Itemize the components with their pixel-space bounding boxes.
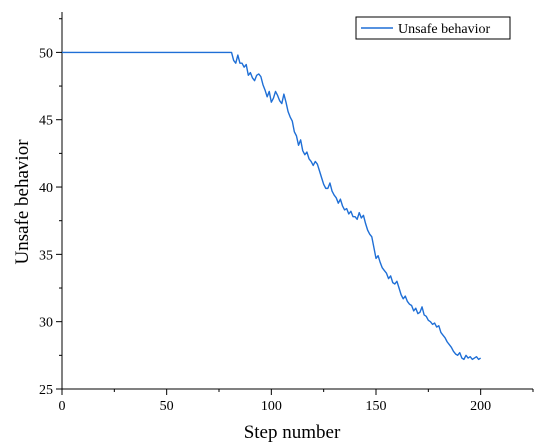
- x-tick-label: 50: [160, 399, 174, 414]
- legend-box: [355, 16, 511, 40]
- x-tick-label: 150: [366, 399, 387, 414]
- series-layer: [62, 51, 482, 361]
- y-axis: 25 30 35 40 45 50: [39, 18, 62, 398]
- y-tick-label: 25: [39, 383, 53, 398]
- x-tick-label: 200: [470, 399, 491, 414]
- y-tick-label: 30: [39, 316, 53, 331]
- x-axis: 0 50 100 150 200: [59, 389, 534, 414]
- series-line: [62, 51, 482, 361]
- legend-label: Unsafe behavior: [398, 22, 490, 37]
- y-tick-label: 35: [39, 248, 53, 263]
- y-axis-label: Unsafe behavior: [12, 139, 33, 265]
- y-tick-label: 40: [39, 181, 53, 196]
- y-tick-label: 45: [39, 114, 53, 129]
- x-axis-label: Step number: [244, 422, 341, 443]
- x-tick-label: 0: [59, 399, 66, 414]
- y-tick-label: 50: [39, 46, 53, 61]
- x-tick-label: 100: [261, 399, 282, 414]
- plot-frame: [61, 12, 533, 390]
- legend: Unsafe behavior: [355, 16, 511, 40]
